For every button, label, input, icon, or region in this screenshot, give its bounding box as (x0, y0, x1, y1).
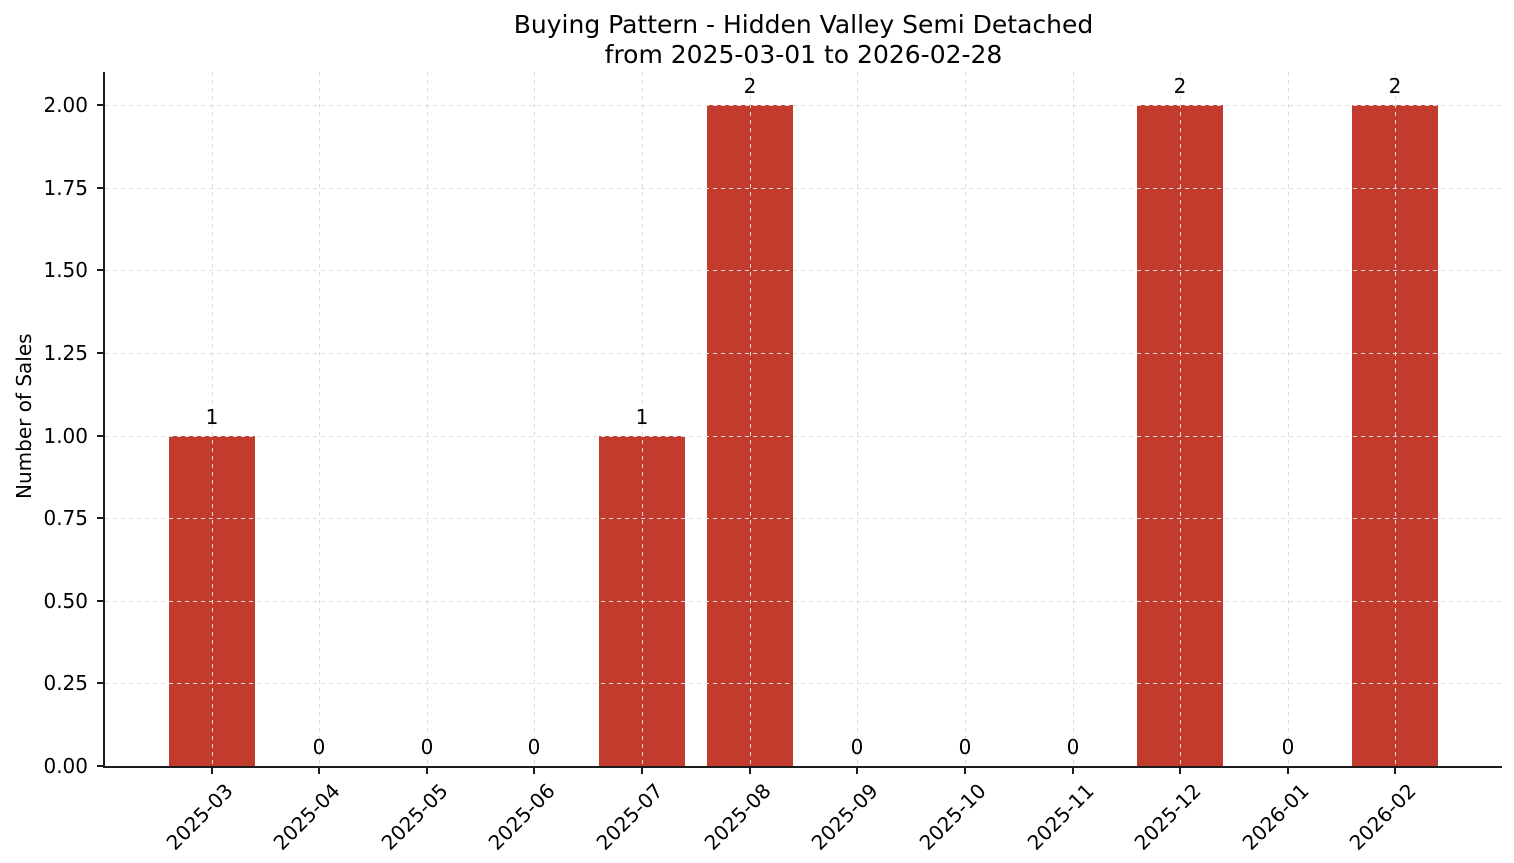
x-gridline-2025-05 (427, 72, 428, 766)
x-gridline-2025-12 (1180, 72, 1181, 766)
bar-value-label: 0 (420, 735, 434, 759)
y-gridline-1.00 (105, 436, 1502, 437)
bar-value-label: 2 (743, 74, 757, 98)
bar-value-label: 0 (312, 735, 326, 759)
y-gridline-0.75 (105, 518, 1502, 519)
y-tick-mark (97, 600, 105, 602)
x-gridline-2026-02 (1395, 72, 1396, 766)
y-tick-mark (97, 765, 105, 767)
y-tick-mark (97, 352, 105, 354)
y-tick-label: 2.00 (43, 93, 88, 117)
y-axis-spine (103, 72, 105, 768)
y-tick-label: 1.75 (43, 176, 88, 200)
y-tick-mark (97, 104, 105, 106)
bar-value-label: 0 (1066, 735, 1080, 759)
y-tick-label: 0.00 (43, 754, 88, 778)
bar-value-label: 0 (850, 735, 864, 759)
x-gridline-2025-06 (534, 72, 535, 766)
y-tick-label: 0.75 (43, 506, 88, 530)
x-tick-mark (964, 766, 966, 774)
x-gridline-2026-01 (1288, 72, 1289, 766)
chart-title-line1: Buying Pattern - Hidden Valley Semi Deta… (513, 10, 1094, 39)
x-axis-spine (103, 766, 1502, 768)
y-gridline-1.50 (105, 270, 1502, 271)
x-tick-mark (749, 766, 751, 774)
y-tick-label: 1.00 (43, 424, 88, 448)
y-gridline-1.25 (105, 353, 1502, 354)
bar-value-label: 2 (1388, 74, 1402, 98)
x-tick-label: 2025-03 (161, 778, 238, 855)
y-tick-mark (97, 435, 105, 437)
y-axis-label: Number of Sales (12, 333, 36, 499)
bar-value-label: 0 (958, 735, 972, 759)
y-tick-label: 1.50 (43, 258, 88, 282)
y-gridline-1.75 (105, 188, 1502, 189)
x-gridline-2025-03 (212, 72, 213, 766)
bar-value-label: 1 (635, 405, 649, 429)
bar-value-label: 0 (527, 735, 541, 759)
y-gridline-2.00 (105, 105, 1502, 106)
y-gridline-0.25 (105, 683, 1502, 684)
y-tick-mark (97, 517, 105, 519)
y-tick-mark (97, 269, 105, 271)
bar-value-label: 1 (205, 405, 219, 429)
y-tick-label: 1.25 (43, 341, 88, 365)
y-tick-label: 0.25 (43, 671, 88, 695)
y-gridline-0.50 (105, 601, 1502, 602)
x-tick-mark (1179, 766, 1181, 774)
bar-value-label: 0 (1281, 735, 1295, 759)
x-tick-mark (1072, 766, 1074, 774)
y-tick-mark (97, 187, 105, 189)
x-tick-mark (641, 766, 643, 774)
bar-value-label: 2 (1173, 74, 1187, 98)
x-gridline-2025-10 (965, 72, 966, 766)
x-gridline-2025-08 (750, 72, 751, 766)
x-tick-mark (856, 766, 858, 774)
y-tick-label: 0.50 (43, 589, 88, 613)
x-tick-mark (426, 766, 428, 774)
x-tick-mark (318, 766, 320, 774)
x-tick-mark (1394, 766, 1396, 774)
chart-title-line2: from 2025-03-01 to 2026-02-28 (604, 40, 1003, 69)
y-tick-mark (97, 682, 105, 684)
x-tick-mark (211, 766, 213, 774)
x-gridline-2025-09 (857, 72, 858, 766)
x-tick-mark (1287, 766, 1289, 774)
x-tick-mark (533, 766, 535, 774)
x-gridline-2025-04 (319, 72, 320, 766)
chart-title: Buying Pattern - Hidden Valley Semi Deta… (105, 10, 1502, 70)
x-gridline-2025-07 (642, 72, 643, 766)
x-gridline-2025-11 (1073, 72, 1074, 766)
